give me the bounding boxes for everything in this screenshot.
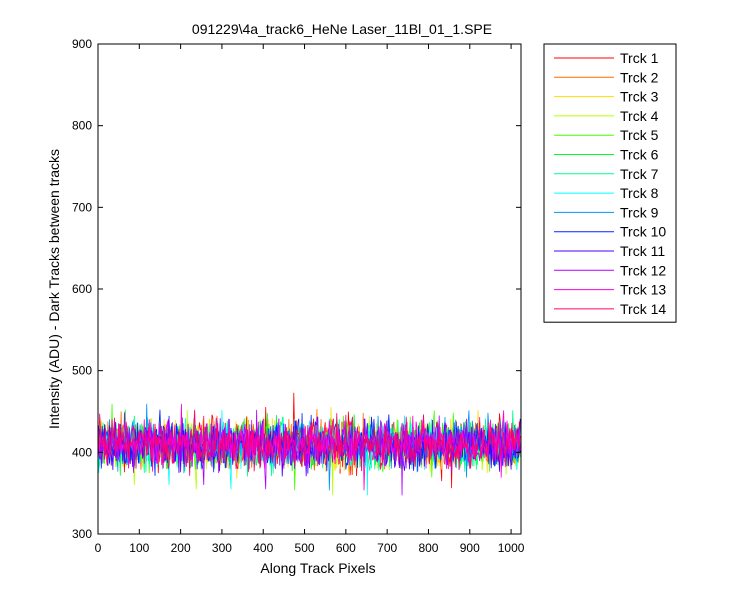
legend-label: Trck 3 [620,89,659,105]
legend-label: Trck 4 [620,108,659,124]
legend-label: Trck 7 [620,166,659,182]
x-tick-label: 600 [336,541,356,555]
legend-label: Trck 13 [620,282,666,298]
x-tick-label: 800 [418,541,438,555]
x-tick-label: 0 [95,541,102,555]
legend-label: Trck 5 [620,127,659,143]
legend-label: Trck 2 [620,69,659,85]
x-axis: 0 100 200 300 400 500 600 700 800 900 1000 [95,44,525,555]
series-line [98,409,521,476]
legend-label: Trck 1 [620,50,659,66]
legend-label: Trck 9 [620,204,659,220]
legend-label: Trck 12 [620,262,666,278]
legend-label: Trck 8 [620,185,659,201]
legend-label: Trck 14 [620,301,666,317]
y-tick-label: 700 [72,200,92,214]
x-tick-label: 700 [377,541,397,555]
y-tick-label: 500 [72,364,92,378]
x-tick-label: 300 [212,541,232,555]
y-tick-label: 900 [72,37,92,51]
legend-box [543,43,677,323]
series-layer [98,392,521,496]
y-tick-label: 600 [72,282,92,296]
x-tick-label: 200 [171,541,191,555]
x-tick-label: 100 [129,541,149,555]
y-axis: 300 400 500 600 700 800 900 [72,37,521,541]
x-tick-label: 500 [295,541,315,555]
legend-label: Trck 11 [620,243,665,259]
legend: Trck 1 Trck 2 Trck 3 Trck 4 Trck 5 Trck 6 Trck… [543,43,677,323]
legend-label: Trck 10 [620,224,666,240]
x-tick-label: 400 [253,541,273,555]
legend-label: Trck 6 [620,147,659,163]
chart-title: 091229\4a_track6_HeNe Laser_11Bl_01_1.SP… [192,21,492,37]
x-tick-label: 900 [460,541,480,555]
y-tick-label: 400 [72,445,92,459]
y-tick-label: 800 [72,119,92,133]
y-axis-label: Intensity (ADU) - Dark Tracks between tr… [46,149,62,429]
x-tick-label: 1000 [498,541,525,555]
x-axis-label: Along Track Pixels [260,560,375,576]
y-tick-label: 300 [72,527,92,541]
series-line [98,403,521,491]
